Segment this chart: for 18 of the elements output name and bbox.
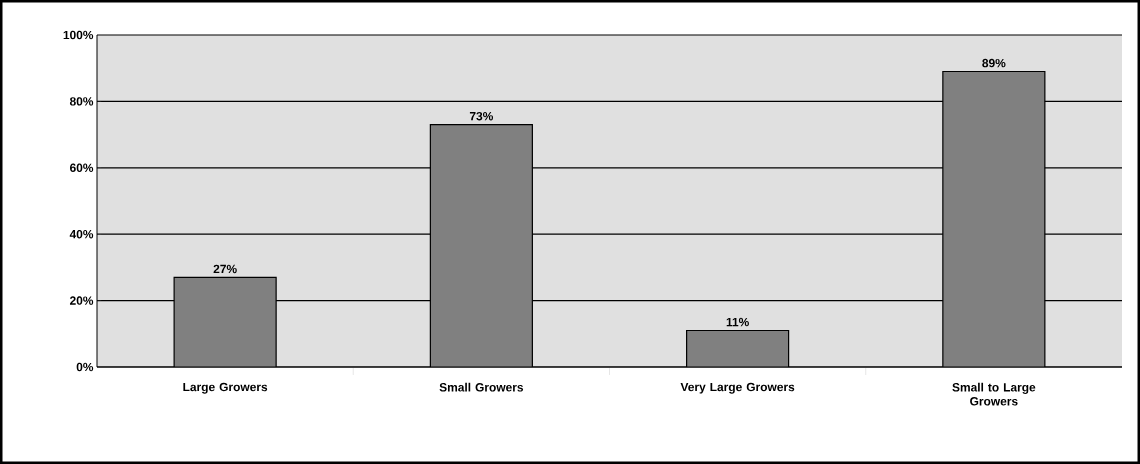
- x-tick-label: Large Growers: [183, 382, 268, 394]
- bar: [942, 70, 1046, 367]
- bar: [686, 329, 790, 367]
- data-label: 11%: [726, 317, 749, 327]
- x-tick-label: Small to Large Growers: [952, 382, 1036, 406]
- y-tick-label: 20%: [69, 296, 94, 305]
- y-tick-label: 100%: [63, 30, 94, 40]
- data-label: 73%: [469, 111, 494, 121]
- x-tick-label: Small Growers: [439, 382, 524, 392]
- data-label: 89%: [982, 58, 1006, 68]
- y-tick-label: 60%: [69, 163, 94, 173]
- data-label: 27%: [213, 264, 237, 274]
- bar: [173, 276, 277, 367]
- y-tick-label: 40%: [69, 229, 94, 239]
- y-tick-label: 80%: [69, 97, 94, 106]
- x-tick-label: Very Large Growers: [680, 382, 795, 394]
- y-tick-label: 0%: [76, 362, 94, 372]
- bar: [429, 124, 533, 367]
